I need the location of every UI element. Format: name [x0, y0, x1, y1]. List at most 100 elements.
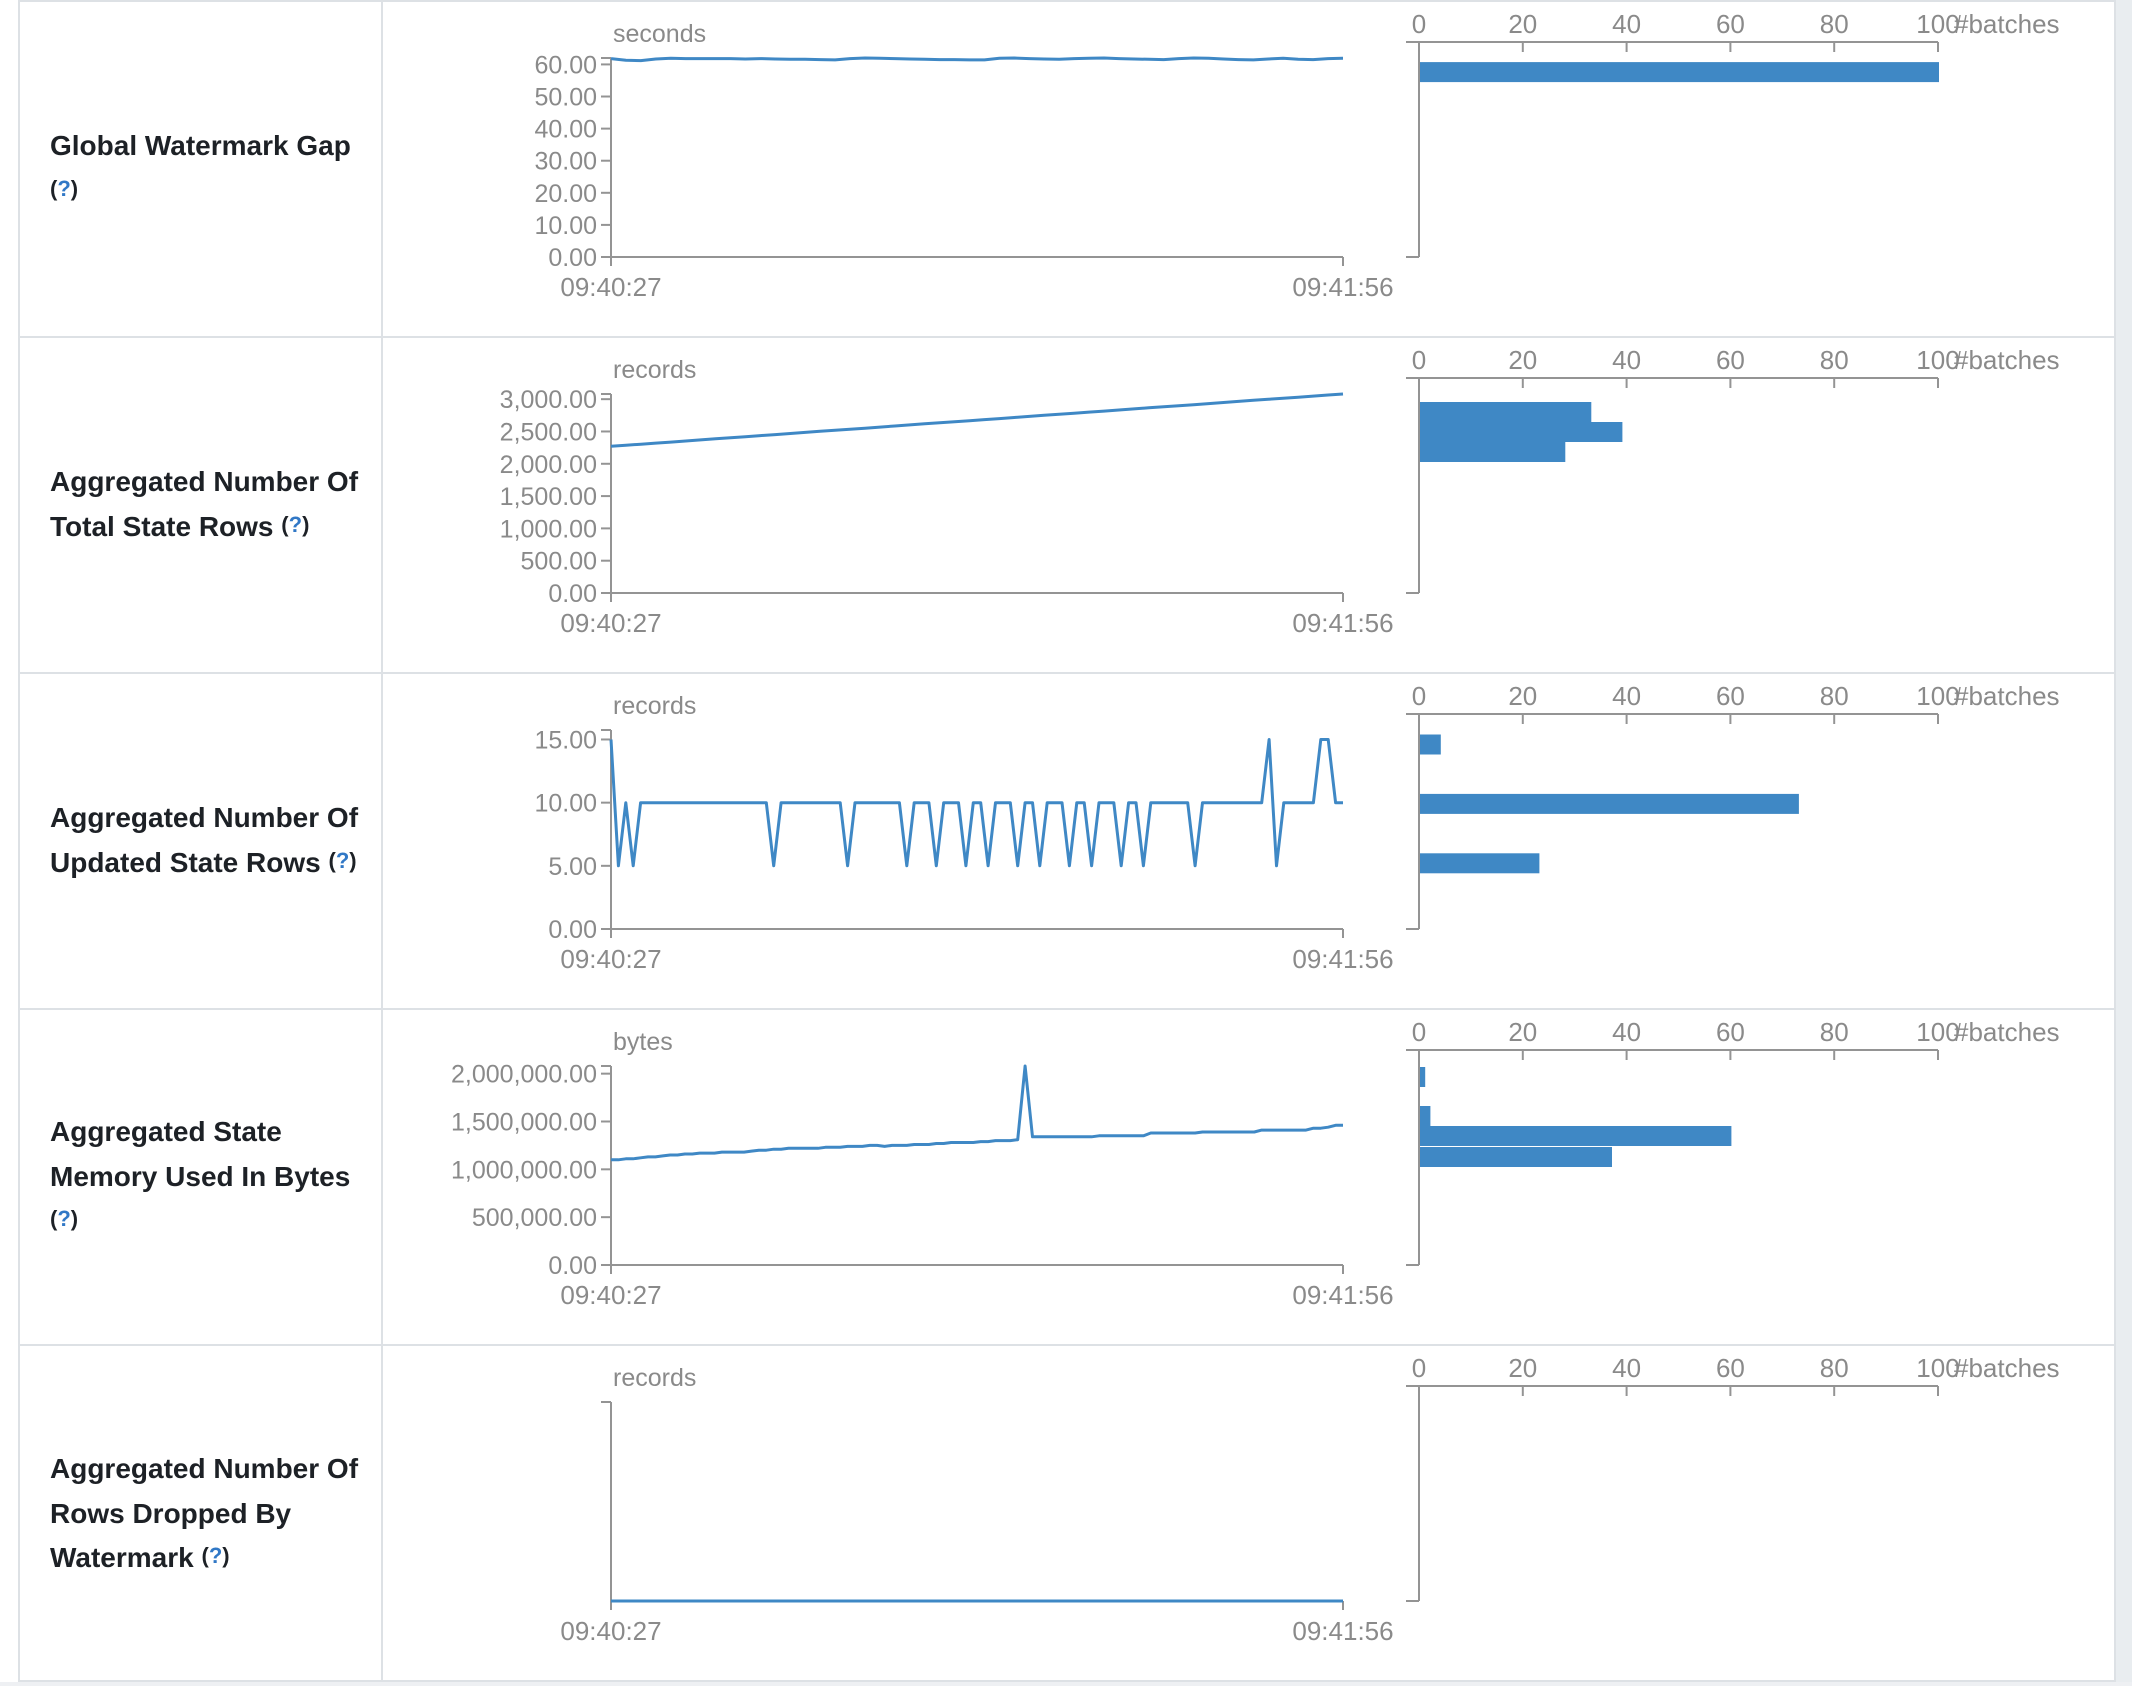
metric-row-total-state-rows: Aggregated Number Of Total State Rows (?… — [20, 338, 2114, 674]
metric-label-text: Global Watermark Gap — [50, 130, 351, 162]
help-tooltip[interactable]: (?) — [328, 848, 357, 873]
histogram-axis-tick-label: 40 — [1612, 1353, 1641, 1383]
metric-row-rows-dropped: Aggregated Number Of Rows Dropped By Wat… — [20, 1346, 2114, 1682]
y-axis-unit-label: records — [613, 692, 696, 720]
histogram-axis-tick-label: 80 — [1820, 9, 1849, 39]
histogram-bar — [1420, 853, 1540, 874]
histogram-axis-tick-label: 0 — [1412, 345, 1426, 375]
y-axis-tick-label: 2,500.00 — [500, 418, 597, 446]
histogram-bar — [1420, 422, 1623, 442]
y-axis-tick-label: 1,000.00 — [500, 515, 597, 543]
y-axis-tick-label: 1,500.00 — [500, 483, 597, 511]
histogram-axis-tick-label: 40 — [1612, 345, 1641, 375]
histogram-bar — [1420, 1126, 1732, 1146]
histogram-axis-tick-label: 100 — [1916, 345, 1959, 375]
metric-label-cell: Global Watermark Gap (?) — [20, 2, 383, 336]
y-axis-tick-label: 2,000,000.00 — [451, 1061, 597, 1089]
y-axis-tick-label: 3,000.00 — [500, 386, 597, 414]
metric-label: Aggregated Number Of Updated State Rows … — [50, 796, 359, 886]
help-question-icon[interactable]: ? — [57, 1206, 71, 1232]
x-axis-start-time-label: 09:40:27 — [560, 1616, 661, 1646]
x-axis-start-time-label: 09:40:27 — [560, 1280, 661, 1310]
y-axis-tick-label: 50.00 — [534, 84, 597, 112]
histogram-batches-axis-label: #batches — [1954, 345, 2060, 375]
metric-label-cell: Aggregated Number Of Total State Rows (?… — [20, 338, 383, 672]
timeline-data-line — [610, 392, 1344, 448]
help-question-icon[interactable]: ? — [335, 848, 350, 873]
help-tooltip[interactable]: (?) — [201, 1543, 230, 1569]
y-axis-tick-label: 10.00 — [534, 212, 597, 240]
x-axis-end-time-label: 09:41:56 — [1292, 1280, 1393, 1310]
y-axis-tick-label: 1,500,000.00 — [451, 1108, 597, 1136]
y-axis-tick-label: 500,000.00 — [472, 1204, 597, 1232]
y-axis-tick-label: 2,000.00 — [500, 451, 597, 479]
statistics-table: Global Watermark Gap (?) seconds 60.00 50.… — [18, 0, 2116, 1682]
chart-cell: records 09:40:27 09:41:56 0 20 40 60 80 100 #batc… — [383, 1346, 2114, 1682]
histogram-axis-tick-label: 100 — [1916, 1353, 1959, 1383]
histogram-batches-axis-label: #batches — [1954, 1017, 2060, 1047]
histogram-bar — [1420, 1147, 1612, 1167]
histogram-axis-tick-label: 20 — [1508, 1353, 1537, 1383]
x-axis-start-time-label: 09:40:27 — [560, 608, 661, 638]
total-state-rows-timeline-and-histogram-chart: records 3,000.00 2,500.00 2,000.00 1,500.00 1… — [500, 345, 2060, 638]
metric-label: Aggregated State Memory Used In Bytes (?… — [50, 1110, 359, 1244]
help-question-icon[interactable]: ? — [288, 512, 303, 537]
help-tooltip[interactable]: (?) — [50, 176, 79, 201]
y-axis-unit-label: bytes — [613, 1028, 673, 1056]
histogram-axis-tick-label: 60 — [1716, 345, 1745, 375]
y-axis-tick-label: 0.00 — [548, 244, 597, 272]
metric-label-text: Aggregated Number Of Updated State Rows — [50, 802, 359, 878]
histogram-axis-tick-label: 0 — [1412, 1017, 1426, 1047]
histogram-bar — [1420, 62, 1939, 83]
metric-label-cell: Aggregated State Memory Used In Bytes (?… — [20, 1010, 383, 1344]
metric-row-watermark-gap: Global Watermark Gap (?) seconds 60.00 50.… — [20, 2, 2114, 338]
histogram-axis-tick-label: 40 — [1612, 1017, 1641, 1047]
metric-label-cell: Aggregated Number Of Updated State Rows … — [20, 674, 383, 1008]
page-right-gutter — [2116, 0, 2132, 1686]
help-question-icon[interactable]: ? — [208, 1543, 223, 1569]
help-tooltip[interactable]: (?) — [50, 1206, 79, 1232]
y-axis-unit-label: seconds — [613, 20, 706, 48]
histogram-batches-axis-label: #batches — [1954, 9, 2060, 39]
y-axis-tick-label: 1,000,000.00 — [451, 1156, 597, 1184]
metric-label: Aggregated Number Of Total State Rows (?… — [50, 460, 359, 550]
metric-label-cell: Aggregated Number Of Rows Dropped By Wat… — [20, 1346, 383, 1682]
y-axis-unit-label: records — [613, 356, 696, 384]
chart-cell: records 3,000.00 2,500.00 2,000.00 1,500.00 1… — [383, 338, 2114, 672]
timeline-data-line — [611, 1064, 1343, 1162]
histogram-bar — [1420, 1067, 1426, 1087]
y-axis-unit-label: records — [613, 1364, 696, 1392]
y-axis-tick-label: 10.00 — [534, 790, 597, 818]
histogram-axis-tick-label: 100 — [1916, 1017, 1959, 1047]
histogram-axis-tick-label: 80 — [1820, 345, 1849, 375]
y-axis-tick-label: 30.00 — [534, 148, 597, 176]
histogram-axis-tick-label: 20 — [1508, 9, 1537, 39]
histogram-axis-tick-label: 0 — [1412, 1353, 1426, 1383]
histogram-axis-tick-label: 20 — [1508, 1017, 1537, 1047]
y-axis-tick-label: 15.00 — [534, 726, 597, 754]
histogram-axis-tick-label: 60 — [1716, 1017, 1745, 1047]
y-axis-tick-label: 0.00 — [548, 916, 597, 944]
x-axis-end-time-label: 09:41:56 — [1292, 608, 1393, 638]
state-memory-timeline-and-histogram-chart: bytes 2,000,000.00 1,500,000.00 1,000,000.0… — [451, 1017, 2060, 1310]
metric-row-updated-state-rows: Aggregated Number Of Updated State Rows … — [20, 674, 2114, 1010]
histogram-bar — [1420, 793, 1799, 814]
chart-cell: bytes 2,000,000.00 1,500,000.00 1,000,000.0… — [383, 1010, 2114, 1344]
y-axis-tick-label: 40.00 — [534, 116, 597, 144]
histogram-bar — [1420, 402, 1592, 422]
histogram-axis-tick-label: 80 — [1820, 681, 1849, 711]
y-axis-tick-label: 0.00 — [548, 1252, 597, 1280]
histogram-axis-tick-label: 80 — [1820, 1353, 1849, 1383]
histogram-axis-tick-label: 80 — [1820, 1017, 1849, 1047]
histogram-axis-tick-label: 60 — [1716, 681, 1745, 711]
metric-label-text: Aggregated State Memory Used In Bytes — [50, 1115, 351, 1192]
histogram-axis-tick-label: 40 — [1612, 681, 1641, 711]
help-tooltip[interactable]: (?) — [281, 512, 310, 537]
histogram-bar — [1420, 1106, 1431, 1126]
y-axis-tick-label: 0.00 — [548, 580, 597, 608]
help-question-icon[interactable]: ? — [57, 176, 71, 201]
timeline-data-line — [610, 56, 1344, 63]
metric-label-text: Aggregated Number Of Total State Rows — [50, 466, 359, 542]
